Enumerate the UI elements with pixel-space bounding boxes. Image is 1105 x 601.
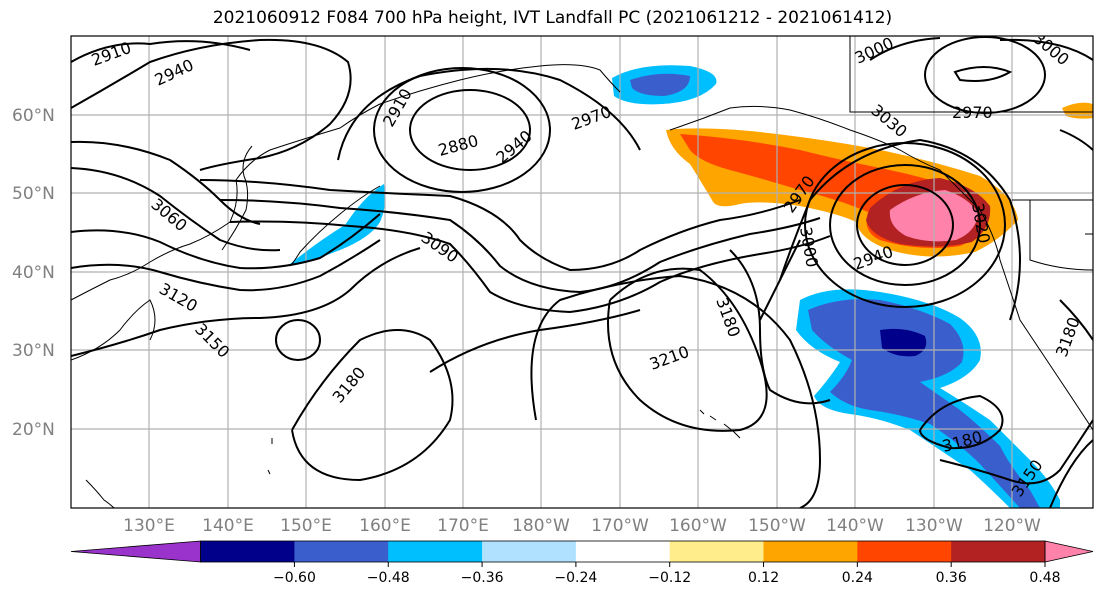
colorbar-segment bbox=[482, 541, 577, 562]
lon-label: 150°E bbox=[280, 516, 332, 536]
colorbar-tick-label: 0.48 bbox=[1029, 570, 1060, 586]
lat-label: 20°N bbox=[12, 420, 55, 440]
colorbar: −0.60 −0.48 −0.36 −0.24 −0.12 0.12 0.24 0.36 0.4… bbox=[70, 540, 1094, 586]
longitude-labels: 130°E 140°E 150°E 160°E 170°E 180°W 170°… bbox=[123, 516, 1041, 536]
lat-label: 60°N bbox=[12, 106, 55, 126]
colorbar-extension-high bbox=[1044, 540, 1094, 563]
colorbar-segment bbox=[200, 541, 295, 562]
colorbar-frame bbox=[200, 540, 1046, 563]
lon-label: 160°E bbox=[359, 516, 411, 536]
ivt-negative-japan bbox=[290, 184, 386, 266]
colorbar-segment bbox=[294, 541, 389, 562]
colorbar-tick-label: −0.60 bbox=[273, 570, 316, 586]
map-frame bbox=[70, 35, 1094, 509]
latitude-labels: 60°N 50°N 40°N 30°N 20°N bbox=[12, 106, 55, 440]
colorbar-tick-label: −0.36 bbox=[461, 570, 504, 586]
colorbar-segment bbox=[388, 541, 483, 562]
lon-label: 170°W bbox=[591, 516, 649, 536]
lon-label: 140°W bbox=[826, 516, 884, 536]
lon-label: 150°W bbox=[748, 516, 806, 536]
map-panel: 2910 2940 2910 2880 2940 2970 3060 3090 … bbox=[71, 36, 1093, 508]
graticule bbox=[71, 36, 1093, 508]
colorbar-segment bbox=[669, 541, 765, 562]
figure-title: 2021060912 F084 700 hPa height, IVT Land… bbox=[212, 8, 893, 28]
colorbar-tick-label: 0.36 bbox=[936, 570, 967, 586]
lon-label: 130°E bbox=[123, 516, 175, 536]
height-contours bbox=[71, 36, 1093, 508]
colorbar-tick-label: 0.12 bbox=[748, 570, 779, 586]
lon-label: 140°E bbox=[202, 516, 254, 536]
lon-label: 180°W bbox=[512, 516, 570, 536]
colorbar-tick-label: 0.24 bbox=[842, 570, 873, 586]
colorbar-segment bbox=[763, 541, 858, 562]
lon-label: 120°W bbox=[983, 516, 1041, 536]
colorbar-segment bbox=[857, 541, 952, 562]
colorbar-tick-label: −0.12 bbox=[648, 570, 691, 586]
lat-label: 40°N bbox=[12, 263, 55, 283]
lat-label: 30°N bbox=[12, 341, 55, 361]
colorbar-segment bbox=[951, 541, 1046, 562]
colorbar-extension-low bbox=[70, 540, 201, 563]
lon-label: 160°W bbox=[669, 516, 727, 536]
lat-label: 50°N bbox=[12, 184, 55, 204]
contour-label: 2970 bbox=[952, 103, 993, 122]
lon-label: 130°W bbox=[905, 516, 963, 536]
lon-label: 170°E bbox=[437, 516, 489, 536]
colorbar-tick-label: −0.24 bbox=[554, 570, 597, 586]
colorbar-segment bbox=[575, 541, 671, 562]
colorbar-tick-label: −0.48 bbox=[367, 570, 410, 586]
